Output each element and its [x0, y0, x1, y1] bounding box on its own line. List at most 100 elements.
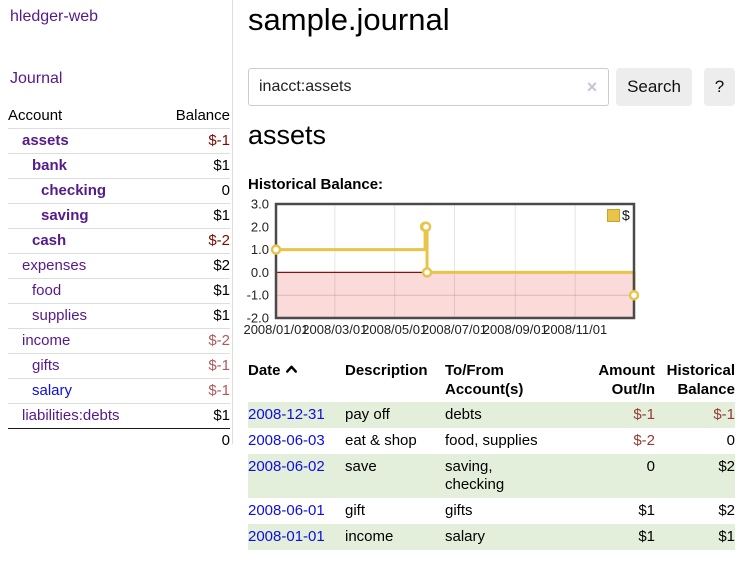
- account-balance: $1: [213, 282, 230, 299]
- transaction-amount: $1: [583, 524, 655, 550]
- account-balance: $1: [213, 407, 230, 424]
- account-balance: $1: [213, 207, 230, 224]
- account-balance: 0: [221, 182, 230, 199]
- svg-text:-2.0: -2.0: [247, 311, 269, 326]
- page-title: sample.journal: [248, 2, 450, 37]
- transaction-date-link[interactable]: 2008-06-03: [248, 432, 325, 449]
- main-content: sample.journal × Search ? assets Histori…: [243, 0, 735, 582]
- transaction-balance: $1: [655, 524, 735, 550]
- balance-column-header: Balance: [175, 107, 230, 124]
- transaction-amount: $-2: [633, 432, 655, 449]
- chart-title: Historical Balance:: [248, 176, 384, 193]
- accounts-total-row: 0: [8, 428, 230, 454]
- account-row: saving $1: [8, 203, 230, 229]
- account-row: cash $-2: [8, 228, 230, 254]
- register-header-row: Date Description To/From Account(s) Amou…: [248, 358, 735, 402]
- account-link-income[interactable]: income: [22, 332, 71, 349]
- transaction-description: eat & shop: [345, 432, 417, 449]
- series-swatch-icon: [607, 208, 620, 222]
- account-link-salary[interactable]: salary: [32, 382, 73, 399]
- account-link-supplies[interactable]: supplies: [32, 307, 88, 324]
- account-row: bank $1: [8, 153, 230, 179]
- account-balance: $2: [213, 257, 230, 274]
- app-title-link[interactable]: hledger-web: [10, 8, 99, 25]
- transaction-row: 2008-01-01 income salary $1 $1: [248, 524, 735, 550]
- svg-text:2008/11/01: 2008/11/01: [543, 322, 607, 337]
- search-input[interactable]: [248, 68, 609, 106]
- account-link-expenses[interactable]: expenses: [22, 257, 87, 274]
- historical-balance-chart: 3.0 2.0 1.0 0.0 -1.0 -2.0 2008/01/01 2008/03/01…: [243, 197, 698, 344]
- sidebar-item-journal[interactable]: Journal: [10, 70, 63, 87]
- sidebar: hledger-web Journal Account Balance asse…: [0, 0, 233, 449]
- account-row: food $1: [8, 278, 230, 304]
- description-column-header: Description: [345, 362, 428, 379]
- transaction-date-link[interactable]: 2008-01-01: [248, 528, 325, 545]
- account-link-checking[interactable]: checking: [41, 182, 107, 199]
- account-row: checking 0: [8, 178, 230, 204]
- date-column-header[interactable]: Date: [248, 358, 345, 402]
- transaction-description: pay off: [345, 402, 445, 428]
- account-balance: $-1: [208, 357, 230, 374]
- chart-canvas: 3.0 2.0 1.0 0.0 -1.0 -2.02008/01/012008/03/01…: [243, 197, 640, 337]
- accounts-table-header: Account Balance: [8, 104, 230, 129]
- account-balance: $1: [213, 307, 230, 324]
- account-row: salary $-1: [8, 378, 230, 404]
- account-row: gifts $-1: [8, 353, 230, 379]
- transaction-date-link[interactable]: 2008-12-31: [248, 406, 325, 423]
- account-balance: $-1: [208, 382, 230, 399]
- transaction-row: 2008-06-02 save saving, checking 0 $2: [248, 454, 735, 498]
- account-row: expenses $2: [8, 253, 230, 279]
- account-link-bank[interactable]: bank: [32, 157, 68, 174]
- transaction-accounts: debts: [445, 402, 583, 428]
- account-link-saving[interactable]: saving: [41, 207, 89, 224]
- account-heading: assets: [248, 120, 327, 150]
- clear-search-icon[interactable]: ×: [586, 77, 598, 97]
- svg-text:-1.0: -1.0: [247, 288, 269, 303]
- account-row: assets $-1: [8, 128, 230, 154]
- account-column-header: Account: [8, 107, 63, 124]
- account-link-liabilities-debts[interactable]: liabilities:debts: [22, 407, 120, 424]
- account-row: income $-2: [8, 328, 230, 354]
- transaction-balance: 0: [726, 432, 735, 449]
- account-row: liabilities:debts $1: [8, 403, 230, 429]
- balance-column-header: Historical Balance: [666, 362, 735, 398]
- accounts-table: Account Balance assets $-1 bank $1 check…: [8, 104, 230, 453]
- transaction-balance: $2: [718, 502, 735, 519]
- help-button[interactable]: ?: [704, 68, 735, 106]
- transaction-date-link[interactable]: 2008-06-01: [248, 502, 325, 519]
- transaction-amount: $1: [638, 502, 655, 519]
- transaction-accounts: salary: [445, 524, 583, 550]
- transaction-row: 2008-12-31 pay off debts $-1 $-1: [248, 402, 735, 428]
- account-link-cash[interactable]: cash: [32, 232, 67, 249]
- svg-text:2008/03/01: 2008/03/01: [302, 322, 367, 337]
- accounts-total: 0: [221, 432, 230, 449]
- svg-text:2008/09/01: 2008/09/01: [483, 322, 548, 337]
- svg-text:2008/01/01: 2008/01/01: [243, 322, 308, 337]
- transaction-balance: $-1: [655, 402, 735, 428]
- series-label: $: [622, 207, 630, 223]
- chart-legend: $: [607, 207, 630, 223]
- account-link-food[interactable]: food: [32, 282, 62, 299]
- account-balance: $1: [213, 157, 230, 174]
- tofrom-column-header: To/From Account(s): [445, 362, 524, 398]
- transaction-date-link[interactable]: 2008-06-02: [248, 458, 325, 475]
- sort-ascending-icon: [285, 365, 297, 373]
- account-balance: $-2: [208, 232, 230, 249]
- account-link-assets[interactable]: assets: [22, 132, 69, 149]
- svg-text:2008/07/01: 2008/07/01: [422, 322, 487, 337]
- transaction-accounts: gifts: [445, 502, 473, 519]
- svg-text:2008/05/01: 2008/05/01: [362, 322, 427, 337]
- transaction-amount: $-1: [583, 402, 655, 428]
- register-table: Date Description To/From Account(s) Amou…: [248, 358, 735, 550]
- transaction-description: save: [345, 454, 445, 498]
- svg-text:3.0: 3.0: [251, 197, 269, 212]
- account-link-gifts[interactable]: gifts: [32, 357, 60, 374]
- transaction-amount: 0: [583, 454, 655, 498]
- account-balance: $-1: [208, 132, 230, 149]
- amount-column-header: Amount Out/In: [598, 362, 655, 398]
- search-button[interactable]: Search: [616, 68, 692, 106]
- transaction-row: 2008-06-03 eat & shop food, supplies $-2…: [248, 428, 735, 454]
- transaction-balance: $2: [655, 454, 735, 498]
- transaction-row: 2008-06-01 gift gifts $1 $2: [248, 498, 735, 524]
- transaction-accounts: food, supplies: [445, 432, 538, 449]
